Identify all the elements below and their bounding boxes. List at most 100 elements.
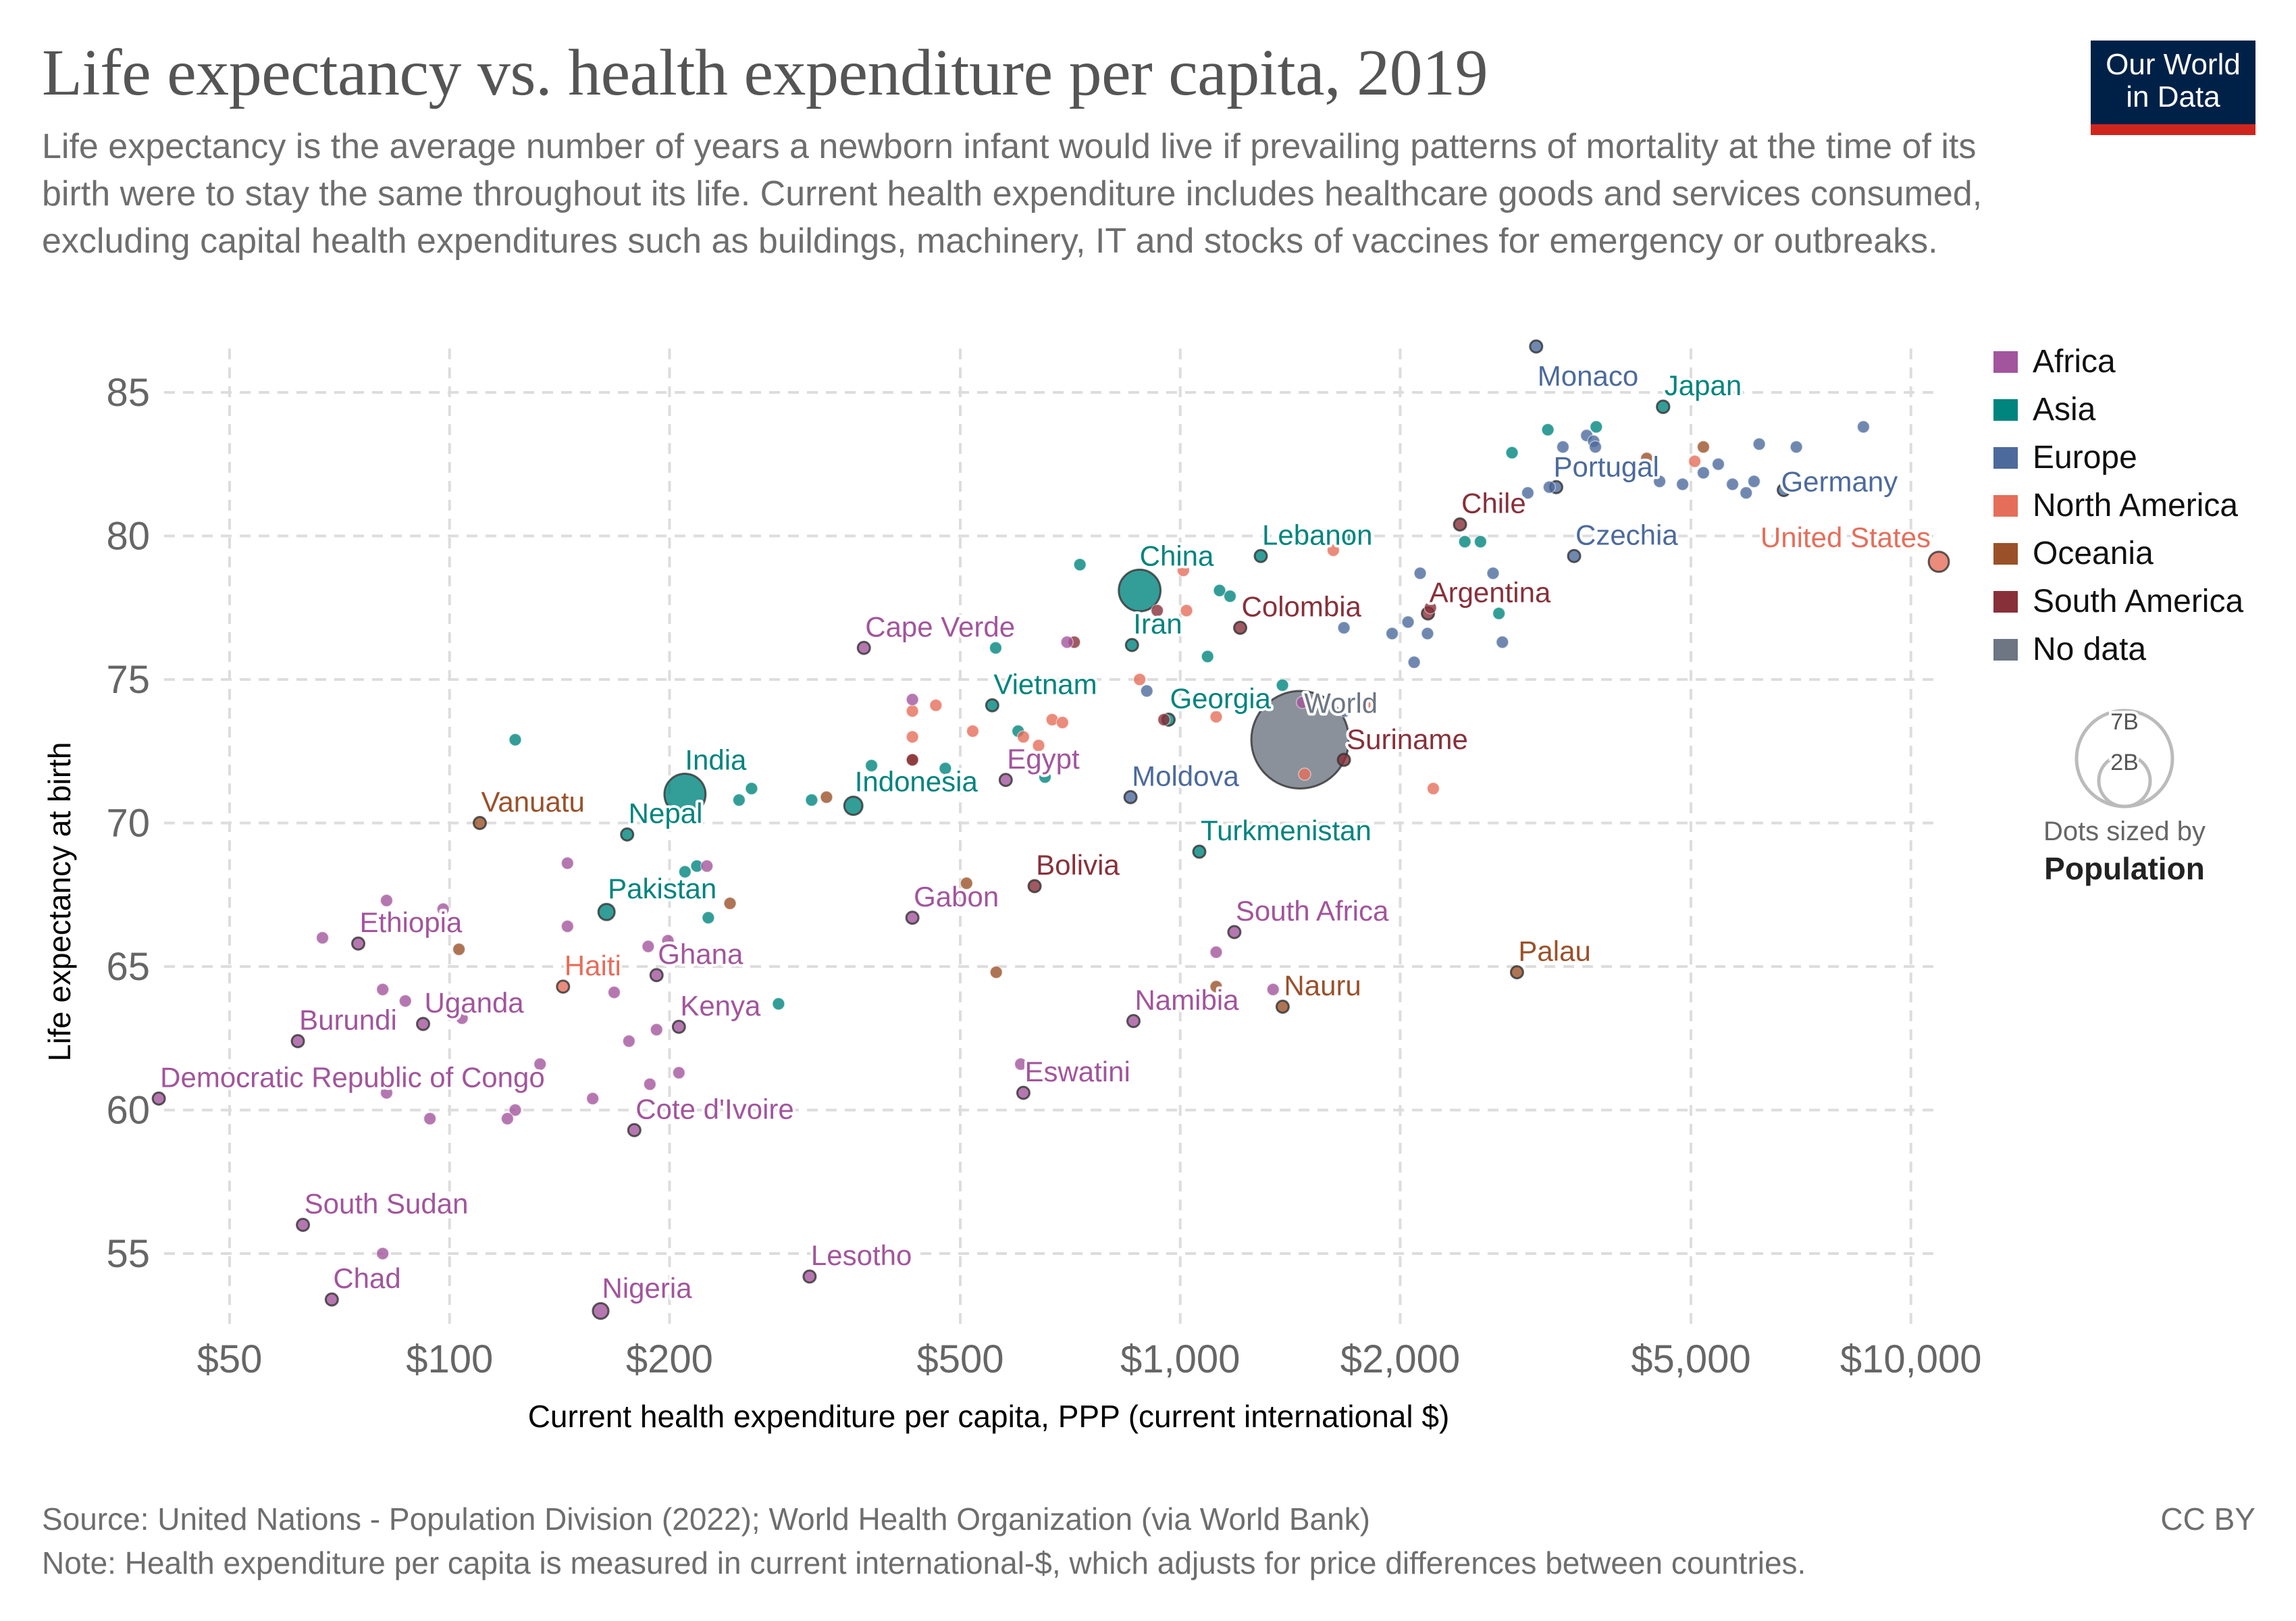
point-chad[interactable] [324, 1292, 339, 1307]
data-point[interactable] [642, 940, 655, 953]
point-lebanon[interactable] [1253, 548, 1268, 563]
data-point[interactable] [1752, 437, 1766, 451]
legend-swatch-europe[interactable] [1993, 447, 2018, 469]
data-point[interactable] [1688, 455, 1702, 468]
point-colombia[interactable] [1233, 621, 1248, 635]
legend-label-africa[interactable]: Africa [2033, 344, 2116, 380]
data-point[interactable] [772, 997, 785, 1010]
point-germany[interactable] [1777, 483, 1792, 497]
point-nepal[interactable] [620, 827, 635, 842]
legend-swatch-north-america[interactable] [1993, 495, 2018, 517]
data-point[interactable] [1360, 696, 1374, 709]
data-point[interactable] [607, 985, 621, 999]
data-point[interactable] [929, 698, 943, 712]
data-point[interactable] [906, 730, 919, 744]
data-point[interactable] [1486, 567, 1500, 580]
data-point[interactable] [1652, 475, 1667, 488]
data-point[interactable] [906, 704, 919, 718]
data-point[interactable] [560, 919, 575, 933]
point-eswatini[interactable] [1016, 1085, 1030, 1100]
data-point[interactable] [1856, 420, 1871, 434]
point-indonesia[interactable] [843, 796, 864, 816]
license-link[interactable]: CC BY [2160, 1501, 2255, 1537]
data-point[interactable] [1492, 607, 1506, 620]
point-palau[interactable] [1509, 965, 1524, 979]
data-point[interactable] [1696, 440, 1711, 454]
legend-swatch-africa[interactable] [1993, 351, 2018, 373]
data-point[interactable] [1073, 558, 1087, 571]
data-point[interactable] [1711, 457, 1725, 471]
data-point[interactable] [1424, 601, 1437, 615]
data-point[interactable] [700, 859, 714, 873]
data-point[interactable] [805, 793, 818, 807]
data-point[interactable] [1132, 673, 1147, 686]
data-point[interactable] [1739, 486, 1753, 500]
data-point[interactable] [1747, 475, 1761, 488]
data-point[interactable] [1338, 704, 1352, 718]
point-kenya[interactable] [671, 1019, 686, 1034]
data-point[interactable] [533, 1057, 547, 1071]
point-nigeria[interactable] [592, 1302, 610, 1320]
point-united-states[interactable] [1927, 550, 1950, 573]
point-czechia[interactable] [1567, 548, 1582, 563]
data-point[interactable] [622, 1034, 636, 1048]
data-point[interactable] [989, 641, 1003, 654]
point-suriname[interactable] [1336, 752, 1351, 767]
data-point[interactable] [508, 1103, 522, 1117]
legend-label-oceania[interactable]: Oceania [2033, 536, 2154, 571]
data-point[interactable] [1401, 615, 1415, 629]
point-vietnam[interactable] [985, 698, 999, 713]
legend-swatch-south-america[interactable] [1993, 591, 2018, 613]
data-point[interactable] [661, 934, 675, 948]
data-point[interactable] [508, 733, 522, 746]
point-burundi[interactable] [290, 1034, 305, 1048]
data-point[interactable] [1296, 696, 1309, 709]
data-point[interactable] [1541, 423, 1555, 436]
owid-logo[interactable]: Our World in Data [2091, 41, 2255, 135]
data-point[interactable] [1038, 770, 1052, 784]
point-egypt[interactable] [998, 773, 1013, 788]
data-point[interactable] [1209, 980, 1223, 994]
data-point[interactable] [1276, 678, 1289, 692]
point-vanuatu[interactable] [473, 816, 488, 830]
data-point[interactable] [1521, 486, 1535, 500]
data-point[interactable] [315, 931, 330, 945]
point-gabon[interactable] [905, 910, 920, 925]
data-point[interactable] [864, 758, 879, 773]
point-ethiopia[interactable] [351, 936, 366, 951]
data-point[interactable] [1209, 710, 1223, 723]
data-point[interactable] [1407, 655, 1421, 669]
point-nauru[interactable] [1275, 1000, 1290, 1014]
legend-label-south-america[interactable]: South America [2033, 584, 2243, 619]
data-point[interactable] [1209, 946, 1223, 959]
data-point[interactable] [1473, 535, 1488, 548]
point-uganda[interactable] [416, 1017, 431, 1031]
data-point[interactable] [1496, 636, 1509, 649]
data-point[interactable] [650, 1023, 663, 1037]
data-point[interactable] [1298, 767, 1311, 781]
point-cote-d-ivoire[interactable] [627, 1123, 642, 1137]
data-point[interactable] [1016, 730, 1030, 744]
data-point[interactable] [375, 983, 390, 996]
point-namibia[interactable] [1126, 1014, 1141, 1029]
data-point[interactable] [1060, 636, 1074, 649]
data-point[interactable] [1725, 478, 1740, 491]
data-point[interactable] [560, 856, 575, 870]
data-point[interactable] [380, 1086, 394, 1100]
point-turkmenistan[interactable] [1192, 844, 1207, 859]
data-point[interactable] [1326, 544, 1340, 557]
point-iran[interactable] [1124, 638, 1139, 652]
data-point[interactable] [1176, 563, 1191, 577]
data-point[interactable] [398, 994, 413, 1008]
data-point[interactable] [1790, 440, 1803, 454]
data-point[interactable] [1150, 604, 1164, 617]
point-democratic-republic-of-congo[interactable] [151, 1091, 166, 1106]
point-south-africa[interactable] [1227, 925, 1242, 940]
data-point[interactable] [643, 1077, 657, 1091]
data-point[interactable] [1496, 492, 1511, 505]
data-point[interactable] [1055, 716, 1070, 729]
data-point[interactable] [1337, 621, 1351, 635]
data-point[interactable] [939, 762, 952, 775]
point-ghana[interactable] [649, 968, 664, 983]
data-point[interactable] [380, 894, 394, 907]
